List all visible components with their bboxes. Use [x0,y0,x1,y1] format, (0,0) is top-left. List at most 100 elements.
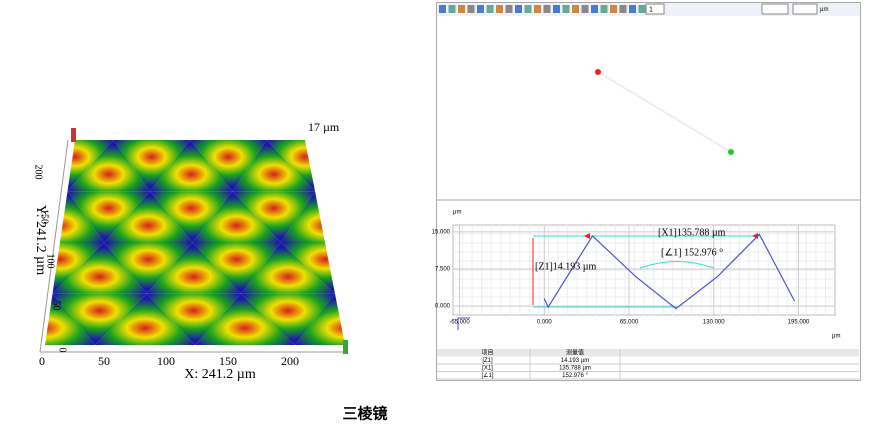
facet [280,242,345,294]
table-cell: 135.788 µm [559,365,591,371]
annotation: [Z1]14.193 µm [535,261,597,272]
tool-icon[interactable] [448,5,456,13]
facet [195,293,295,345]
annotation: [X1]135.788 µm [658,227,726,238]
table-header-bg [437,349,859,357]
tool-icon[interactable] [600,5,608,13]
facet [232,191,315,243]
y-tick-label: 100 [45,254,56,269]
axis-icon [457,317,470,330]
y-label: Y: 241.2 µm [33,205,48,275]
x-tick-label: 100 [157,354,175,368]
annotation: [∠1] 152.976 ° [661,247,723,258]
x-tick-label: 50 [98,354,110,368]
tool-icon[interactable] [562,5,570,13]
facet [192,191,281,243]
table-cell: [∠1] [481,372,493,379]
app-window [436,2,861,381]
x-tick-label: 195.000 [788,320,810,326]
tool-icon[interactable] [458,5,465,13]
z-label: 17 µm [308,120,340,134]
zoom-select[interactable] [645,3,665,15]
tool-icon[interactable] [467,5,475,13]
x-tick-label: 130.000 [703,320,725,326]
facet [335,293,345,345]
x-unit: μm [832,334,840,340]
facet [67,191,150,243]
table-cell: 152.976 ° [562,373,588,379]
y-tick-label: 50 [51,301,62,311]
facet [232,140,315,192]
tool-icon[interactable] [629,5,636,13]
facet [146,242,241,294]
table-header: 项目 [481,349,493,356]
y-tick-label: 0.000 [435,304,451,310]
unit: μm [820,7,828,13]
tool-icon[interactable] [610,5,617,13]
tool-icon[interactable] [524,5,532,13]
y-tick-label: 150 [39,209,50,224]
input[interactable] [761,3,789,15]
facet [295,293,345,345]
y-tick-label: 200 [33,165,44,180]
facet [240,293,335,345]
tool-icon[interactable] [534,5,541,13]
tool-icon[interactable] [515,5,522,13]
point [595,69,601,75]
y-tick-label: 15.000 [432,230,451,236]
x-tick-label: 65.000 [620,320,639,326]
tool-icon[interactable] [439,5,446,13]
zoom-value: 1 [649,6,653,13]
surface-3d [45,140,345,345]
x-tick-label: 150 [219,354,237,368]
table-cell: [Z1] [482,358,493,364]
tool-icon[interactable] [581,5,589,13]
facet [113,140,190,192]
facet [190,140,267,192]
facet [150,191,233,243]
tool-icon[interactable] [486,5,494,13]
x-tick-label: 200 [281,354,299,368]
facet [192,242,281,294]
tool-icon[interactable] [496,5,503,13]
input[interactable] [792,3,818,15]
tool-icon[interactable] [572,5,579,13]
x-label: X: 241.2 µm [184,367,256,382]
facet [52,293,147,345]
axis [39,139,69,353]
facet [45,293,95,345]
tool-icon[interactable] [619,5,627,13]
x-tick-label: 0.000 [537,320,553,326]
corner-marker [71,128,76,142]
annotation-lines [533,235,760,308]
y-tick-label: 0 [57,348,68,353]
x-tick-label: -65.000 [449,320,470,326]
tool-icon[interactable] [553,5,560,13]
facet [240,242,335,294]
facet [335,242,345,294]
point [728,149,734,155]
facet [45,242,105,294]
corner-marker [343,340,348,354]
tool-icon[interactable] [477,5,484,13]
caption: 三棱镜 [342,404,387,422]
tool-icon[interactable] [543,5,551,13]
facet [67,140,150,192]
table-cell: 14.193 µm [561,358,589,364]
tool-icon[interactable] [638,5,646,13]
table-header: 测量值 [566,348,584,356]
facet [343,140,345,192]
table-cell: [X1] [482,365,493,371]
facet [150,140,233,192]
tool-icon[interactable] [505,5,513,13]
y-tick-label: 7.500 [435,267,451,273]
x-tick-label: 0 [39,354,45,368]
facet [52,242,147,294]
y-unit: μm [453,210,461,216]
measure-line [597,71,732,153]
facet [315,191,345,243]
tool-icon[interactable] [591,5,598,13]
facet [104,242,193,294]
